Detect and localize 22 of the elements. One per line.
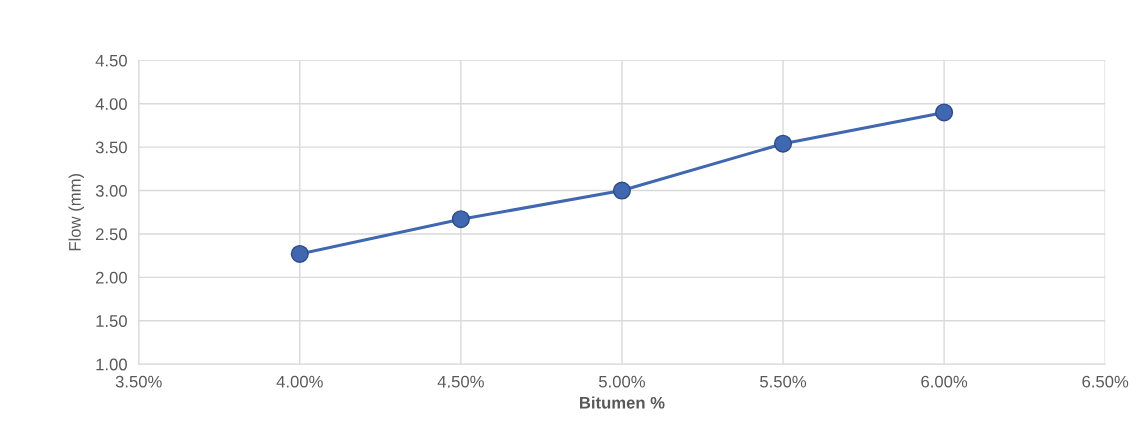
x-tick-label: 6.00% [921, 375, 968, 388]
y-tick-label: 1.00 [96, 358, 127, 371]
y-tick-label: 1.50 [96, 315, 127, 327]
x-tick-label: 4.00% [276, 375, 323, 388]
x-tick-label: 4.50% [437, 375, 484, 388]
y-tick-label: 3.50 [95, 141, 127, 154]
point [451, 210, 470, 229]
y-axis-title: Flow (mm) [68, 173, 85, 251]
y-tick-label: 4.00 [95, 98, 127, 110]
y-tick-label: 3.00 [95, 184, 127, 197]
y-tick-label: 2.00 [96, 271, 127, 284]
y-tick-label: 4.50 [95, 54, 127, 67]
y-tick-label: 2.50 [96, 228, 127, 241]
x-tick-label: 5.50% [760, 375, 807, 388]
x-tick-label: 6.50% [1082, 375, 1129, 388]
point [935, 103, 954, 122]
point [612, 181, 631, 200]
x-tick-label: 3.50% [115, 375, 162, 388]
point [773, 134, 793, 153]
x-axis-title: Bitumen % [580, 396, 665, 409]
x-tick-label: 5.00% [598, 375, 645, 388]
point [290, 244, 309, 263]
